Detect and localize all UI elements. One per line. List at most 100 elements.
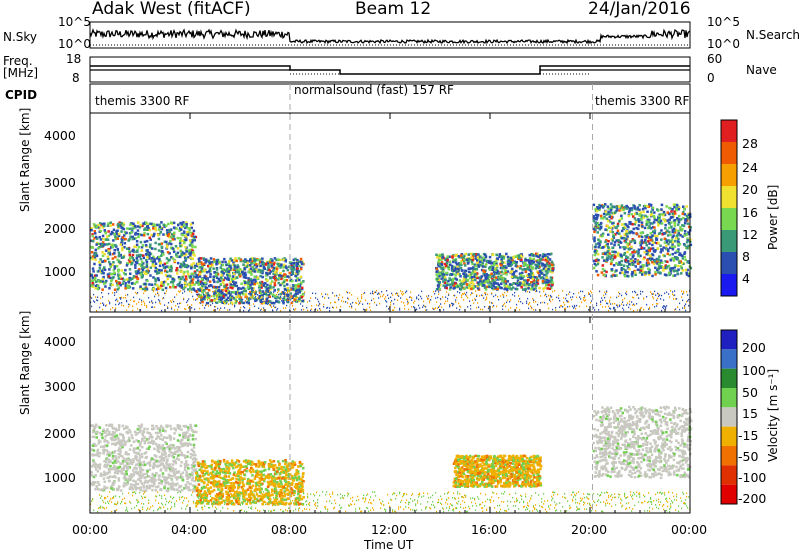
echo-cell [594, 216, 598, 220]
echo-cell [181, 471, 185, 474]
echo-cell [132, 259, 136, 262]
echo-cell [483, 282, 486, 286]
ground-scatter [572, 296, 574, 298]
echo-cell [440, 267, 443, 270]
echo-cell [157, 237, 161, 241]
echo-cell [127, 247, 131, 250]
echo-cell [91, 240, 95, 243]
ground-scatter [286, 301, 288, 303]
echo-cell [188, 473, 191, 476]
echo-cell [180, 225, 183, 229]
ground-scatter [219, 309, 221, 311]
ground-scatter [641, 306, 643, 309]
echo-cell [202, 257, 205, 260]
echo-cell [631, 263, 635, 266]
ground-scatter [679, 302, 681, 305]
ground-scatter [469, 300, 471, 302]
ground-scatter [465, 293, 467, 296]
echo-cell [618, 232, 621, 235]
echo-cell [190, 263, 194, 266]
echo-cell [622, 267, 625, 271]
echo-cell [246, 285, 250, 289]
ground-scatter [401, 292, 403, 295]
echo-cell [185, 470, 188, 474]
echo-cell [638, 261, 642, 264]
echo-cell [438, 256, 442, 260]
echo-cell [198, 261, 201, 264]
echo-cell [178, 277, 181, 281]
ground-scatter [243, 306, 245, 308]
echo-cell [221, 260, 224, 264]
echo-cell [144, 227, 147, 230]
echo-cell [247, 277, 250, 280]
echo-cell [167, 447, 170, 450]
echo-cell [622, 253, 626, 256]
echo-cell [623, 237, 626, 240]
echo-cell [624, 240, 628, 244]
ground-scatter [248, 297, 250, 300]
ground-scatter [555, 307, 557, 309]
ground-scatter [228, 303, 230, 305]
echo-cell [228, 265, 231, 268]
echo-cell [161, 452, 164, 455]
ground-scatter [373, 292, 375, 295]
ground-scatter [492, 302, 494, 305]
echo-cell [667, 242, 670, 246]
echo-cell [674, 228, 678, 232]
echo-cell [116, 472, 120, 475]
ground-scatter [229, 291, 231, 293]
echo-cell [550, 263, 554, 266]
echo-cell [172, 470, 175, 473]
ground-scatter [604, 297, 606, 299]
echo-cell [256, 282, 259, 285]
ground-scatter [554, 290, 556, 292]
echo-cell [509, 287, 512, 290]
echo-cell [615, 269, 618, 272]
echo-cell [530, 281, 533, 284]
echo-cell [538, 269, 542, 273]
echo-cell [247, 282, 250, 285]
echo-cell [548, 265, 551, 269]
echo-cell [670, 267, 673, 270]
echo-cell [514, 255, 518, 258]
echo-cell [659, 244, 662, 248]
echo-cell [227, 262, 230, 266]
echo-cell [136, 221, 140, 224]
echo-cell [133, 226, 136, 230]
ground-scatter [328, 297, 330, 299]
echo-cell [436, 254, 439, 258]
ground-scatter [167, 306, 169, 308]
echo-cell [132, 449, 135, 452]
echo-cell [229, 280, 232, 284]
echo-cell [660, 208, 663, 211]
ground-scatter [569, 291, 571, 293]
echo-cell [258, 289, 262, 292]
ground-scatter [476, 295, 478, 297]
echo-cell [148, 222, 152, 225]
echo-cell [514, 287, 518, 291]
echo-cell [476, 272, 479, 275]
echo-cell [502, 265, 505, 268]
echo-cell [170, 235, 174, 238]
echo-cell [130, 231, 133, 234]
echo-cell [112, 276, 115, 279]
ground-scatter [440, 298, 442, 300]
ground-scatter [206, 294, 208, 296]
echo-cell [184, 245, 187, 249]
ground-scatter [361, 297, 363, 300]
echo-cell [119, 261, 122, 264]
echo-cell [243, 271, 247, 275]
echo-cell [482, 256, 485, 260]
ground-scatter [672, 293, 674, 295]
ground-scatter [567, 306, 569, 308]
echo-cell [282, 263, 286, 267]
echo-cell [601, 264, 605, 267]
ground-scatter [653, 297, 655, 300]
ground-scatter [547, 303, 549, 305]
echo-cell [166, 265, 169, 268]
echo-cell [511, 286, 515, 289]
echo-cell [101, 226, 104, 229]
echo-cell [629, 221, 632, 224]
echo-cell [626, 242, 630, 245]
ground-scatter [126, 309, 128, 311]
